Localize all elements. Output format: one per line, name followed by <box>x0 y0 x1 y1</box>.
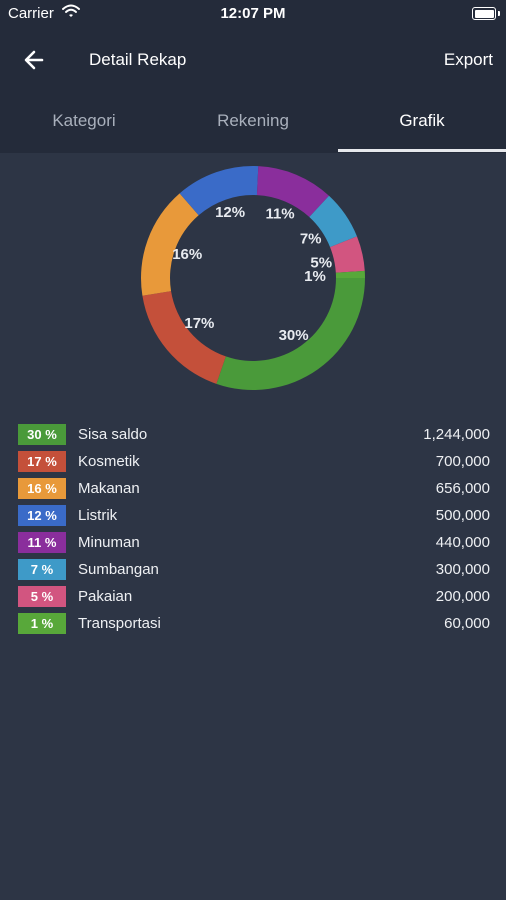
donut-slice-label: 5% <box>310 255 332 272</box>
clock: 12:07 PM <box>220 5 286 22</box>
legend-category-name: Pakaian <box>78 588 133 605</box>
legend-category-name: Kosmetik <box>78 453 140 470</box>
legend-percent-badge: 30 % <box>18 424 66 445</box>
donut-slice-label: 16% <box>172 246 202 263</box>
legend-category-name: Listrik <box>78 507 118 524</box>
donut-slice <box>335 270 365 278</box>
tab-kategori[interactable]: Kategori <box>52 111 116 130</box>
legend-category-name: Sisa saldo <box>78 426 148 443</box>
legend-category-name: Minuman <box>78 534 140 551</box>
battery-icon <box>472 7 500 20</box>
donut-slice-label: 7% <box>300 230 322 247</box>
legend-list: 30 % Sisa saldo 1,244,000 17 % Kosmetik 700,0… <box>18 423 490 639</box>
donut-slice <box>141 193 199 296</box>
donut-slice-label: 1% <box>304 268 326 285</box>
legend-amount: 656,000 <box>435 480 490 497</box>
legend-amount: 300,000 <box>435 561 490 578</box>
legend-item: 5 % Pakaian 200,000 <box>18 585 490 612</box>
legend-item: 17 % Kosmetik 700,000 <box>18 450 490 477</box>
legend-item: 1 % Transportasi 60,000 <box>18 612 490 639</box>
donut-slice <box>179 166 259 216</box>
legend-amount: 1,244,000 <box>423 426 490 443</box>
legend-amount: 700,000 <box>435 453 490 470</box>
legend-item: 11 % Minuman 440,000 <box>18 531 490 558</box>
donut-slice-label: 17% <box>184 315 214 332</box>
legend-amount: 200,000 <box>435 588 490 605</box>
donut-slice-label: 12% <box>215 204 245 221</box>
donut-chart: 30% 17% 16% 12% 11% 7% 5%1% <box>141 166 365 390</box>
legend-category-name: Makanan <box>78 480 140 497</box>
export-button[interactable]: Export <box>443 50 493 69</box>
navigation-bar: Detail Rekap Export <box>0 36 506 84</box>
donut-slice <box>142 291 226 384</box>
arrow-left-icon <box>24 50 44 70</box>
status-bar: Carrier 12:07 PM <box>0 0 506 28</box>
legend-category-name: Transportasi <box>78 615 161 632</box>
back-button[interactable] <box>20 46 50 74</box>
donut-slice <box>330 236 365 273</box>
donut-slice-label: 30% <box>279 327 309 344</box>
donut-slice <box>216 278 365 390</box>
donut-slice-label: 11% <box>265 205 294 222</box>
legend-percent-badge: 16 % <box>18 478 66 499</box>
tab-grafik[interactable]: Grafik <box>399 111 445 130</box>
wifi-icon <box>62 4 80 22</box>
donut-slice <box>256 166 329 218</box>
legend-amount: 440,000 <box>435 534 490 551</box>
legend-item: 30 % Sisa saldo 1,244,000 <box>18 423 490 450</box>
legend-amount: 60,000 <box>444 615 490 632</box>
legend-percent-badge: 12 % <box>18 505 66 526</box>
legend-item: 16 % Makanan 656,000 <box>18 477 490 504</box>
header <box>0 0 506 153</box>
donut-slice <box>309 195 357 248</box>
legend-percent-badge: 11 % <box>18 532 66 553</box>
legend-item: 7 % Sumbangan 300,000 <box>18 558 490 585</box>
legend-item: 12 % Listrik 500,000 <box>18 504 490 531</box>
legend-category-name: Sumbangan <box>78 561 159 578</box>
page-title: Detail Rekap <box>89 50 187 69</box>
active-tab-indicator <box>338 149 506 152</box>
legend-percent-badge: 5 % <box>18 586 66 607</box>
legend-percent-badge: 17 % <box>18 451 66 472</box>
legend-percent-badge: 1 % <box>18 613 66 634</box>
legend-percent-badge: 7 % <box>18 559 66 580</box>
tab-rekening[interactable]: Rekening <box>217 111 289 130</box>
carrier-label: Carrier <box>8 5 54 22</box>
tab-bar: Kategori Rekening Grafik <box>0 98 506 153</box>
legend-amount: 500,000 <box>435 507 490 524</box>
